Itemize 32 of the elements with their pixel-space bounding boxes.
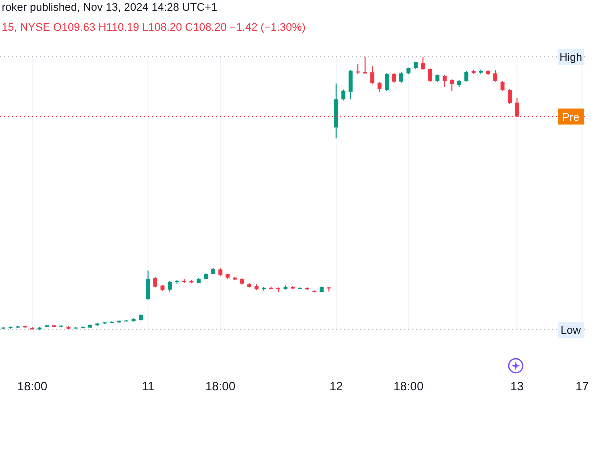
x-tick-label: 17	[576, 380, 590, 394]
candlestick	[146, 270, 150, 300]
candlestick	[442, 74, 447, 88]
candlestick	[154, 277, 158, 288]
ref-line-label: Pre	[562, 112, 580, 124]
candlestick	[494, 70, 498, 82]
candlestick	[363, 57, 368, 75]
candlestick	[399, 72, 404, 84]
candlestick	[421, 57, 426, 70]
candlestick	[168, 280, 172, 292]
ref-line-label: High	[560, 52, 582, 64]
candlestick	[356, 64, 360, 75]
x-tick-label: 12	[330, 380, 344, 394]
candlestick	[428, 68, 432, 82]
candlestick	[342, 89, 346, 102]
chart-subtitle: roker published, Nov 13, 2024 14:28 UTC+1	[2, 2, 218, 14]
candlestick	[378, 82, 382, 92]
x-tick-label: 13	[510, 380, 524, 394]
chart-title: 15, NYSE O109.63 H110.19 L108.20 C108.20 −1.42 (−1.30%)	[2, 22, 306, 34]
candlestick	[392, 72, 396, 84]
candlestick	[348, 70, 353, 100]
candlestick	[464, 70, 469, 82]
candlestick	[500, 80, 505, 92]
x-tick-label: 11	[142, 380, 155, 394]
candlestick	[450, 79, 454, 92]
x-tick-label: 18:00	[206, 380, 236, 394]
candlestick	[508, 88, 512, 105]
x-tick-label: 18:00	[394, 380, 424, 394]
ref-line-label: Low	[560, 325, 582, 337]
x-tick-label: 18:00	[18, 380, 48, 394]
candlestick	[385, 72, 390, 92]
candlestick	[370, 66, 375, 85]
